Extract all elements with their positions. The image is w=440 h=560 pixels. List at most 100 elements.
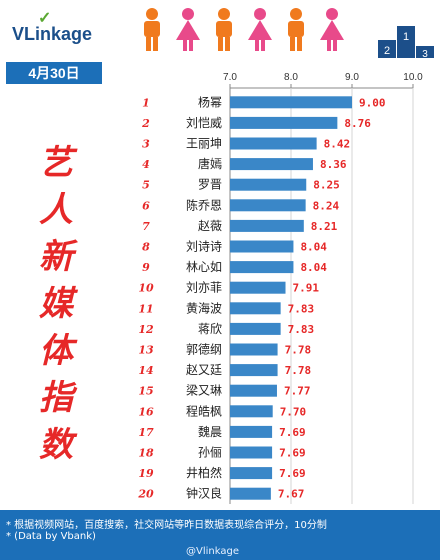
category-label: 罗晋: [198, 178, 222, 192]
person-pink-icon: [320, 8, 344, 51]
value-label: 7.70: [280, 405, 307, 418]
x-tick-label: 9.0: [345, 72, 359, 83]
rank-label: 14: [138, 364, 153, 377]
logo-mark-icon: ✓: [38, 10, 52, 27]
side-title: 艺人新媒体指数: [39, 143, 73, 465]
bar: [230, 322, 281, 335]
category-label: 陈乔恩: [186, 197, 222, 212]
rank-label: 8: [142, 241, 150, 254]
value-label: 7.78: [285, 344, 312, 357]
value-label: 7.69: [279, 447, 306, 460]
svg-text:1: 1: [403, 31, 409, 43]
category-label: 程皓枫: [186, 403, 222, 418]
category-label: 孙俪: [198, 446, 222, 460]
x-tick-label: 7.0: [223, 72, 237, 83]
category-label: 刘诗诗: [186, 240, 222, 254]
footer: * 根据视频网站，百度搜索，社交网站等昨日数据表现综合评分，10分制 * (Da…: [0, 510, 440, 560]
rank-label: 20: [137, 488, 154, 501]
index-bar-chart: 7.0 8.0 9.0 10.0 1 杨幂 9.00 2 刘恺威 8.76 3 王丽坤 8.42 4 唐嫣 8…: [137, 72, 423, 504]
footer-note: * (Data by Vbank): [6, 531, 96, 542]
value-label: 7.67: [278, 488, 305, 501]
header: VLinkage ✓ 2: [0, 0, 440, 60]
footer-credit: @Vlinkage: [186, 546, 239, 557]
category-label: 黄海波: [186, 300, 222, 315]
brand-logo: VLinkage ✓: [12, 10, 93, 45]
category-label: 钟汉良: [186, 486, 222, 501]
x-tick-label: 10.0: [403, 72, 423, 83]
rank-label: 10: [138, 282, 154, 295]
bar: [230, 364, 278, 377]
value-label: 7.69: [279, 426, 306, 439]
rank-label: 7: [142, 220, 150, 233]
date-label: 4月30日: [6, 62, 102, 84]
value-label: 8.42: [324, 138, 351, 151]
category-label: 井柏然: [186, 465, 222, 480]
podium-icon: 2 1 3: [378, 26, 434, 58]
value-label: 7.69: [279, 467, 306, 480]
rank-label: 15: [138, 385, 153, 398]
value-label: 8.24: [313, 199, 340, 212]
brand-name: VLinkage: [12, 24, 93, 44]
value-label: 9.00: [359, 96, 386, 109]
category-label: 梁又琳: [186, 383, 222, 398]
rank-label: 5: [142, 179, 150, 192]
bar: [230, 487, 271, 500]
bar: [230, 446, 273, 459]
person-pink-icon: [248, 8, 272, 51]
category-label: 蒋欣: [198, 322, 222, 336]
value-label: 8.36: [320, 158, 347, 171]
bar: [230, 137, 317, 150]
bar: [230, 178, 307, 191]
footer-note: * 根据视频网站，百度搜索，社交网站等昨日数据表现综合评分，10分制: [6, 520, 327, 531]
rank-label: 3: [142, 138, 150, 151]
category-label: 赵薇: [198, 219, 222, 233]
bar: [230, 96, 352, 109]
category-label: 魏晨: [198, 424, 222, 439]
category-label: 林心如: [186, 259, 222, 274]
person-orange-icon: [288, 8, 304, 51]
category-label: 郭德纲: [186, 342, 222, 357]
rank-label: 18: [138, 447, 154, 460]
value-label: 8.04: [300, 241, 327, 254]
rank-label: 1: [142, 96, 150, 109]
rank-label: 12: [138, 323, 154, 336]
category-label: 刘亦菲: [186, 280, 222, 295]
bar: [230, 281, 286, 294]
rank-label: 11: [138, 302, 153, 315]
bar: [230, 240, 294, 253]
rank-label: 17: [138, 426, 154, 439]
rank-label: 9: [142, 261, 150, 274]
rank-label: 6: [142, 199, 150, 212]
person-orange-icon: [144, 8, 160, 51]
sidebar: [6, 84, 104, 509]
bar: [230, 158, 313, 171]
x-tick-label: 8.0: [284, 72, 298, 83]
bar: [230, 384, 277, 397]
bar: [230, 425, 273, 438]
svg-text:2: 2: [384, 45, 390, 57]
category-label: 唐嫣: [198, 156, 222, 171]
category-label: 刘恺威: [186, 116, 222, 130]
value-label: 8.04: [300, 261, 327, 274]
bar: [230, 302, 281, 315]
bar: [230, 199, 306, 212]
category-label: 赵又廷: [186, 363, 222, 377]
rank-label: 4: [142, 158, 150, 171]
value-label: 7.78: [285, 364, 312, 377]
person-orange-icon: [216, 8, 232, 51]
bar: [230, 467, 273, 480]
person-pink-icon: [176, 8, 200, 51]
rank-label: 16: [138, 405, 154, 418]
people-icons: [144, 8, 344, 51]
category-label: 杨幂: [198, 94, 222, 109]
bar: [230, 405, 273, 418]
bar: [230, 219, 304, 232]
bar: [230, 116, 338, 129]
value-label: 7.77: [284, 385, 311, 398]
value-label: 8.21: [311, 220, 338, 233]
category-label: 王丽坤: [186, 136, 222, 151]
value-label: 7.91: [293, 282, 320, 295]
rank-label: 19: [138, 467, 154, 480]
bar: [230, 261, 294, 274]
bar: [230, 343, 278, 356]
